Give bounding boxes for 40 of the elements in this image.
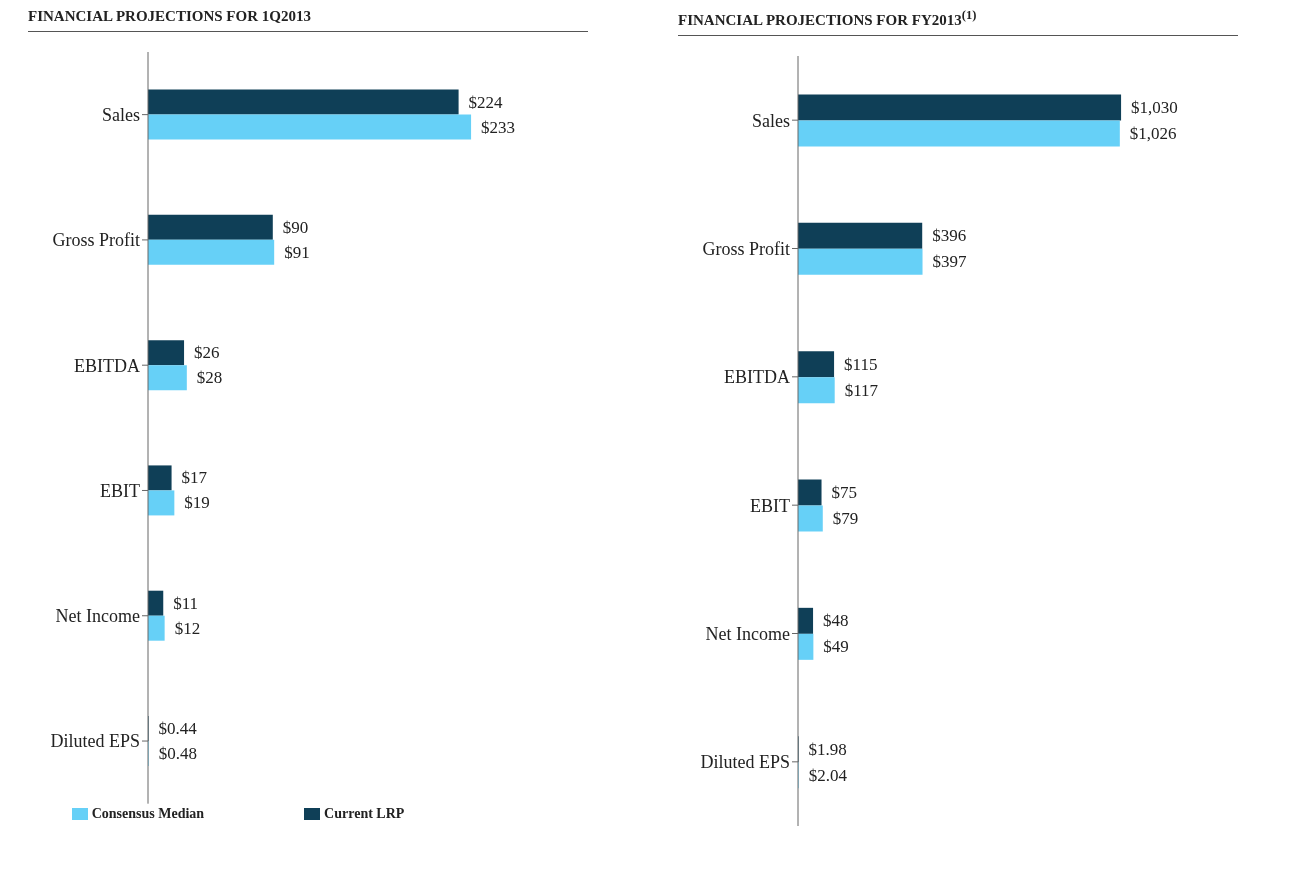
data-label: $1.98 xyxy=(808,739,847,759)
data-label: $12 xyxy=(174,618,201,638)
data-label: $17 xyxy=(181,468,208,488)
y-tick-label: Diluted EPS xyxy=(50,731,140,752)
data-label: $90 xyxy=(282,217,309,237)
y-tick-label: Net Income xyxy=(705,623,790,644)
y-tick-label: Net Income xyxy=(55,606,140,627)
chart-title: FINANCIAL PROJECTIONS FOR 1Q2013 xyxy=(28,8,588,32)
legend-label: Consensus Median xyxy=(91,805,205,821)
data-label: $117 xyxy=(844,380,879,400)
y-tick-label: EBIT xyxy=(100,480,140,501)
y-tick-label: Gross Profit xyxy=(52,230,140,251)
y-tick-label: Gross Profit xyxy=(702,238,790,259)
y-tick-label: Diluted EPS xyxy=(700,752,790,773)
data-label: $1,026 xyxy=(1129,124,1177,143)
y-tick-label: EBITDA xyxy=(724,367,790,388)
chart-title: FINANCIAL PROJECTIONS FOR FY2013$^{(1)}$ xyxy=(678,8,1238,36)
data-label: $233 xyxy=(481,117,516,137)
y-tick-label: Sales xyxy=(102,105,140,126)
data-label: $49 xyxy=(823,637,849,657)
data-label: $79 xyxy=(832,509,859,528)
data-label: $397 xyxy=(932,252,968,272)
data-label: $0.48 xyxy=(158,743,197,763)
data-label: $1,030 xyxy=(1131,98,1178,117)
data-label: $28 xyxy=(196,368,223,388)
y-tick-label: EBITDA xyxy=(74,355,140,376)
y-tick-label: Sales xyxy=(752,110,790,131)
data-label: $0.44 xyxy=(158,718,198,738)
data-label: $91 xyxy=(284,242,310,262)
data-label: $26 xyxy=(194,343,220,363)
legend-label: Current LRP xyxy=(324,805,405,821)
data-label: $2.04 xyxy=(808,765,848,785)
data-label: $396 xyxy=(932,226,967,246)
data-label: $115 xyxy=(844,354,878,374)
data-label: $75 xyxy=(831,483,858,502)
data-label: $19 xyxy=(184,493,210,513)
data-label: $48 xyxy=(823,611,849,631)
y-tick-label: EBIT xyxy=(750,495,790,516)
data-label: $11 xyxy=(173,593,199,613)
data-label: $224 xyxy=(468,92,504,112)
